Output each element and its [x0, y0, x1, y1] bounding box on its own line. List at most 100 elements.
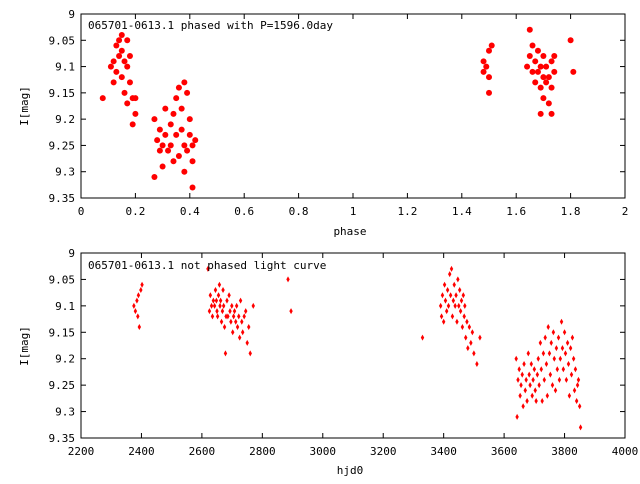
- unphased-data-point: [555, 366, 560, 373]
- phased-data-point: [116, 37, 123, 44]
- unphased-x-axis-label: hjd0: [337, 464, 364, 477]
- unphased-data-point: [552, 355, 556, 362]
- unphased-y-tick-label: 9.15: [49, 326, 76, 339]
- unphased-data-point: [538, 339, 543, 346]
- unphased-data-point: [218, 302, 222, 309]
- phased-data-point: [181, 79, 188, 86]
- phased-data-point: [132, 110, 139, 117]
- unphased-x-tick-label: 3600: [491, 445, 518, 458]
- unphased-data-point: [578, 424, 583, 431]
- phased-data-point: [156, 147, 163, 154]
- unphased-data-point: [226, 313, 230, 320]
- phased-data-point: [548, 84, 555, 91]
- unphased-data-point: [550, 382, 555, 389]
- unphased-data-point: [234, 318, 238, 325]
- unphased-data-point: [536, 355, 540, 362]
- unphased-data-point: [455, 318, 459, 325]
- unphased-data-point: [465, 318, 469, 325]
- phased-data-point: [110, 79, 117, 86]
- phased-data-point: [132, 95, 139, 102]
- unphased-data-point: [228, 308, 232, 315]
- phased-data-point: [165, 147, 172, 154]
- phased-x-tick-label: 0.6: [234, 205, 254, 218]
- phased-data-point: [186, 116, 193, 123]
- phased-x-tick-label: 1.6: [506, 205, 526, 218]
- unphased-data-point: [229, 318, 233, 325]
- unphased-data-point: [448, 271, 452, 278]
- unphased-data-point: [554, 345, 559, 352]
- unphased-data-point: [206, 265, 210, 272]
- unphased-data-point: [532, 366, 537, 373]
- unphased-data-point: [213, 287, 218, 293]
- phased-y-ticks: 9 9.05 9.1 9.15 9.2 9.25 9.3 9.35: [49, 8, 625, 205]
- unphased-data-point: [208, 292, 213, 299]
- unphased-data-point: [216, 292, 221, 299]
- phased-data-point: [107, 63, 114, 70]
- phased-x-tick-label: 0.4: [180, 205, 200, 218]
- phased-data-point: [121, 89, 128, 96]
- unphased-data-point: [441, 318, 446, 325]
- phased-data-point: [170, 158, 177, 165]
- phased-data-point: [118, 32, 125, 39]
- unphased-data-point: [531, 376, 535, 383]
- phased-data-point: [170, 110, 177, 117]
- unphased-data-point: [217, 281, 222, 288]
- unphased-x-tick-label: 3000: [310, 445, 337, 458]
- phased-data-point: [480, 58, 487, 65]
- unphased-data-point: [556, 334, 561, 341]
- unphased-data-point: [444, 308, 449, 315]
- unphased-data-point: [566, 361, 571, 367]
- unphased-data-point: [136, 292, 141, 299]
- unphased-data-point: [466, 345, 470, 352]
- unphased-x-tick-label: 2800: [249, 445, 276, 458]
- unphased-data-point: [514, 355, 518, 362]
- unphased-data-point: [543, 334, 547, 341]
- phased-data-point: [154, 137, 161, 144]
- unphased-plot-frame: [80, 252, 626, 439]
- phased-data-point: [159, 142, 166, 149]
- phased-data-point: [181, 142, 188, 149]
- unphased-data-point: [564, 376, 569, 383]
- phased-data-point: [159, 163, 166, 170]
- phased-data-point: [526, 26, 533, 33]
- unphased-data-point: [449, 265, 454, 272]
- phased-data-point: [192, 137, 199, 144]
- phased-data-point: [545, 74, 552, 81]
- phased-data-point: [113, 68, 120, 75]
- phased-data-point: [151, 116, 158, 123]
- unphased-data-point: [211, 297, 216, 304]
- unphased-data-point: [526, 350, 530, 357]
- phased-data-point: [173, 131, 180, 138]
- phased-data-point: [189, 158, 196, 165]
- unphased-data-point: [461, 292, 466, 299]
- phased-x-tick-label: 1: [350, 205, 357, 218]
- phased-data-point: [126, 53, 133, 60]
- unphased-data-point: [445, 287, 450, 293]
- phased-data-point: [545, 100, 552, 107]
- phased-data-point: [486, 89, 492, 96]
- unphased-data-point: [570, 334, 575, 341]
- phased-data-point: [175, 84, 182, 91]
- unphased-y-tick-label: 9.1: [55, 300, 75, 313]
- unphased-data-point: [518, 392, 522, 399]
- unphased-data-point: [464, 334, 468, 341]
- unphased-data-point: [224, 313, 228, 320]
- unphased-x-tick-label: 3400: [430, 445, 457, 458]
- phased-x-tick-label: 2: [622, 205, 629, 218]
- unphased-x-tick-label: 2200: [68, 445, 95, 458]
- phased-data-point: [151, 173, 158, 180]
- phased-data-point: [184, 89, 191, 96]
- unphased-data-point: [222, 324, 227, 330]
- unphased-data-point: [207, 308, 212, 315]
- unphased-data-point: [546, 324, 550, 330]
- unphased-x-tick-label: 3200: [370, 445, 397, 458]
- unphased-y-axis-label: I[mag]: [18, 326, 31, 366]
- unphased-data-point: [524, 376, 528, 383]
- phased-x-axis-label: phase: [333, 225, 366, 238]
- unphased-data-point: [565, 339, 570, 346]
- phased-data-point: [524, 63, 531, 70]
- phased-data-point: [121, 58, 128, 65]
- unphased-data-point: [442, 281, 447, 288]
- phased-data-point: [173, 95, 180, 102]
- unphased-y-tick-label: 9.05: [49, 273, 76, 286]
